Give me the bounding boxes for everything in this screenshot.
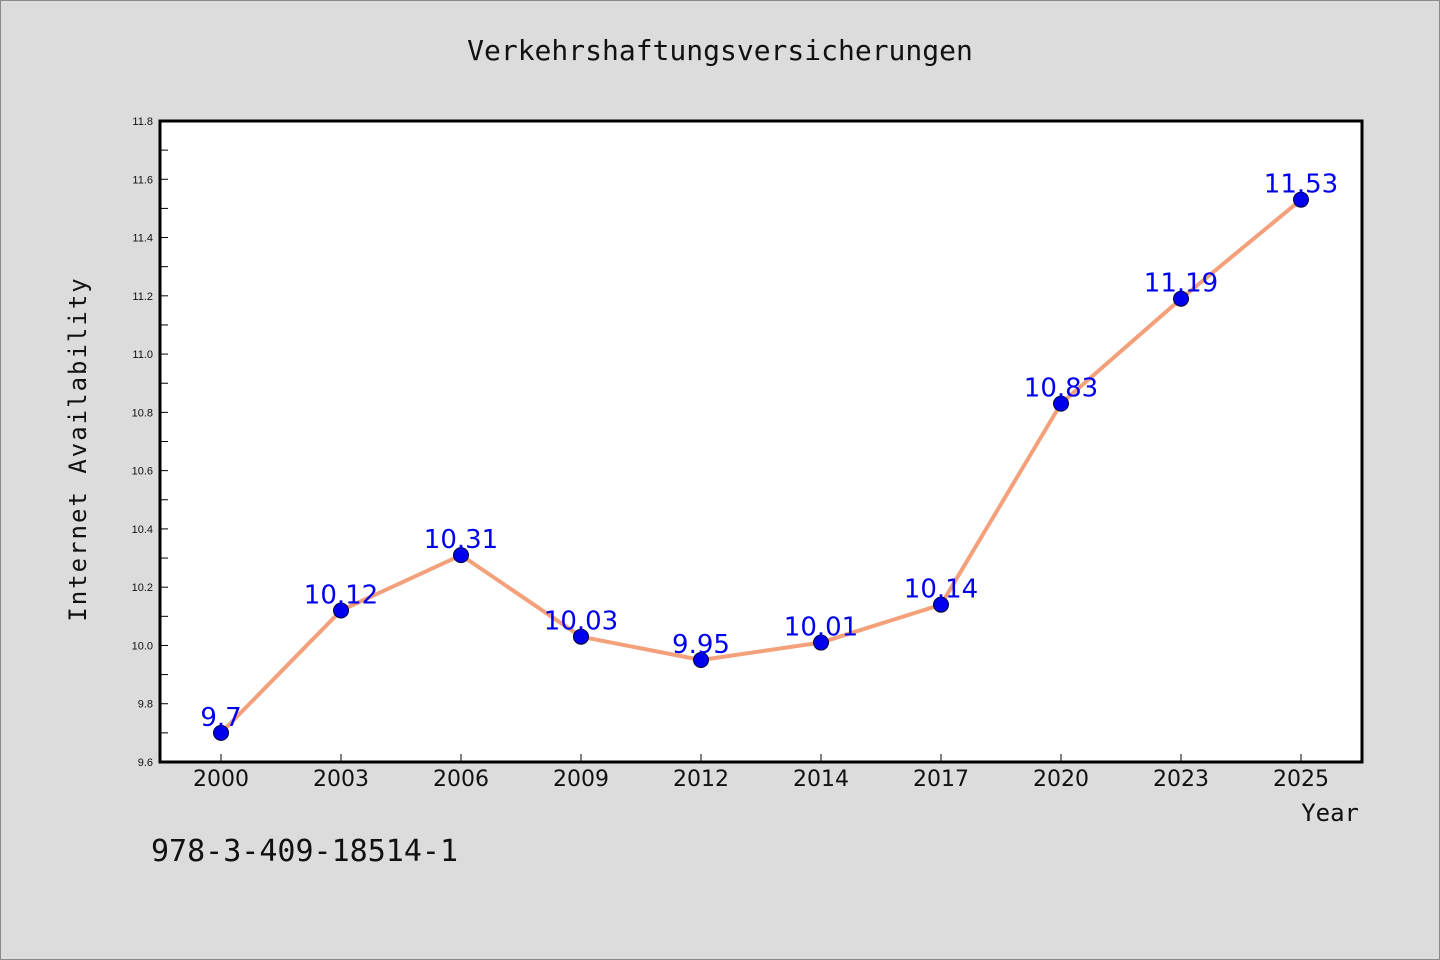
- x-tick-label: 2012: [673, 767, 729, 792]
- data-labels: 9.7 10.12 10.31 10.03 9.95 10.01 10.14 10.83 11.…: [200, 170, 1338, 733]
- data-point: [693, 652, 709, 669]
- x-axis-label: Year: [1301, 799, 1359, 827]
- chart-title: Verkehrshaftungsversicherungen: [467, 34, 973, 67]
- data-point: [933, 596, 949, 613]
- data-label: 10.31: [424, 525, 498, 555]
- data-point: [213, 724, 229, 741]
- y-tick-label: 10.6: [132, 466, 153, 478]
- data-label: 10.12: [304, 580, 378, 610]
- y-tick-label: 9.8: [138, 699, 153, 711]
- y-tick-label: 10.4: [132, 524, 153, 536]
- data-point: [333, 602, 349, 619]
- plot-area: [158, 119, 1364, 764]
- y-tick-label: 11.0: [132, 349, 153, 361]
- data-point: [573, 628, 589, 645]
- data-label: 11.19: [1144, 269, 1218, 299]
- x-tick-label: 2025: [1273, 767, 1329, 792]
- data-label: 9.95: [672, 630, 730, 660]
- data-point: [1173, 290, 1189, 307]
- data-label: 10.01: [784, 613, 858, 643]
- data-point: [1053, 395, 1069, 412]
- data-point: [453, 547, 469, 564]
- data-label: 9.7: [200, 703, 241, 733]
- x-axis: 2000 2003 2006 2009 2012 2014 2017 2020 2023 2025: [193, 754, 1329, 792]
- x-tick-label: 2017: [913, 767, 969, 792]
- data-point: [813, 634, 829, 651]
- data-points: [213, 191, 1309, 741]
- y-tick-label: 11.4: [132, 233, 153, 245]
- footer-code: 978-3-409-18514-1: [151, 834, 459, 869]
- series-line: [219, 198, 1303, 735]
- x-tick-label: 2003: [313, 767, 369, 792]
- data-label: 11.53: [1264, 170, 1338, 200]
- x-tick-label: 2009: [553, 767, 609, 792]
- y-tick-label: 11.8: [132, 116, 153, 128]
- data-point: [1293, 191, 1309, 208]
- x-tick-label: 2006: [433, 767, 489, 792]
- y-axis-label: Internet Availability: [64, 276, 92, 621]
- data-label: 10.14: [904, 575, 978, 605]
- x-tick-label: 2020: [1033, 767, 1089, 792]
- data-label: 10.83: [1024, 374, 1098, 404]
- y-tick-label: 9.6: [138, 757, 153, 769]
- y-tick-label: 10.2: [132, 582, 153, 594]
- x-tick-label: 2000: [193, 767, 249, 792]
- y-tick-label: 11.6: [132, 174, 153, 186]
- y-axis: 9.6 9.8 10.0 10.2 10.4 10.6 10.8 11.0 11.2 11.4 11…: [132, 116, 168, 769]
- x-tick-label: 2023: [1153, 767, 1209, 792]
- y-tick-label: 10.8: [132, 407, 153, 419]
- data-label: 10.03: [544, 607, 618, 637]
- x-tick-label: 2014: [793, 767, 849, 792]
- y-tick-label: 11.2: [132, 291, 153, 303]
- y-tick-label: 10.0: [132, 640, 153, 652]
